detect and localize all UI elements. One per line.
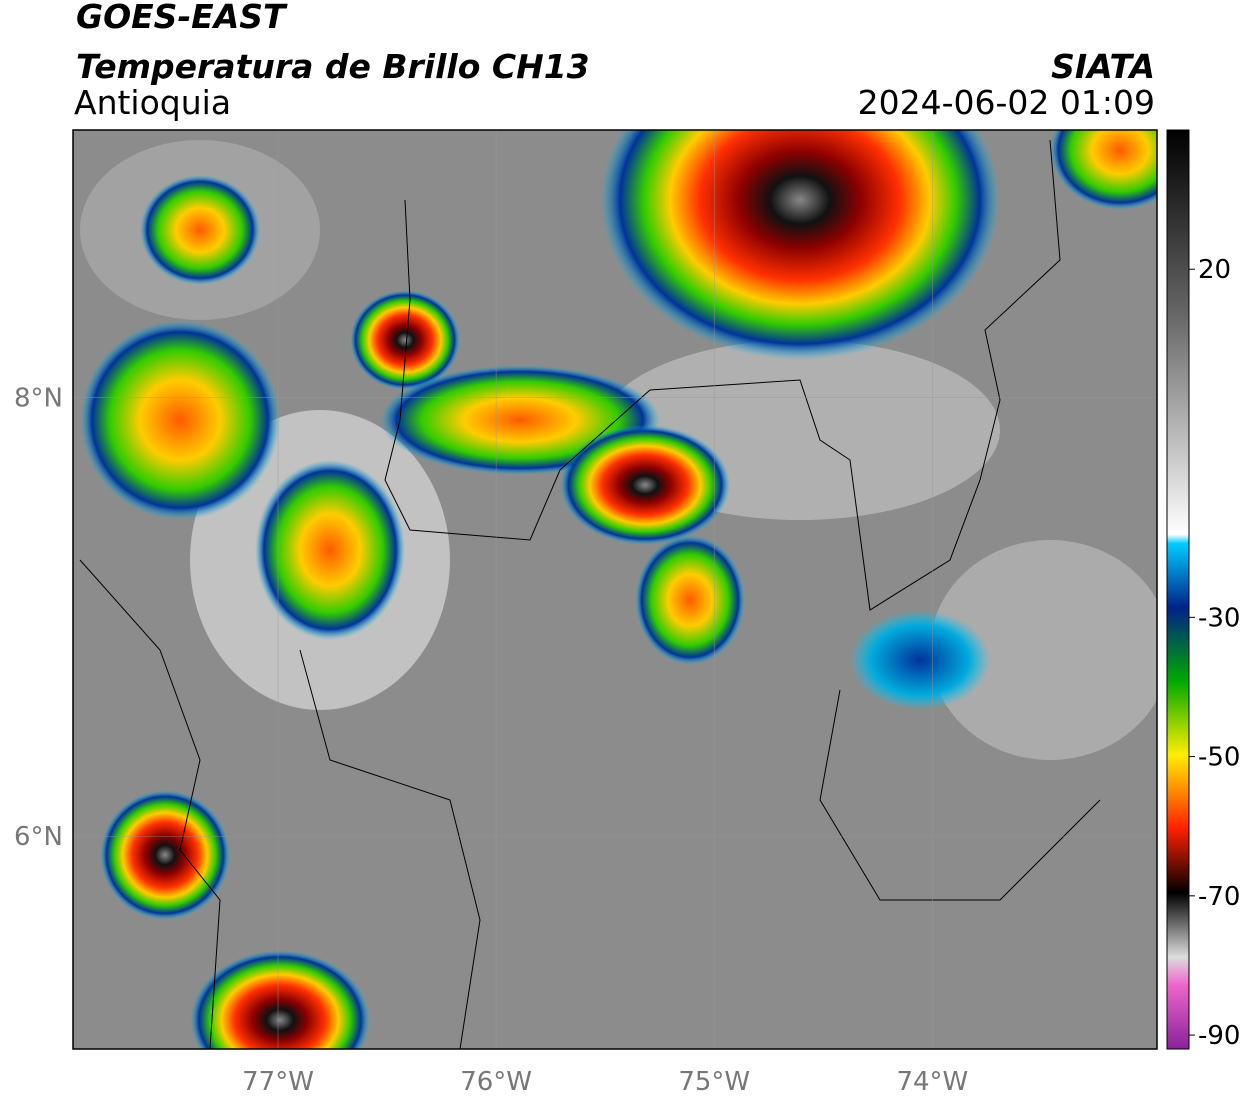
source: SIATA [1051, 47, 1155, 86]
storm [140, 175, 260, 285]
x-tick-label: 74°W [896, 1067, 968, 1097]
x-tick-label: 76°W [460, 1067, 532, 1097]
storm [560, 425, 730, 545]
storm [850, 610, 990, 710]
colorbar [1166, 129, 1190, 1050]
cloud [930, 540, 1157, 760]
satellite-image [73, 130, 1157, 1049]
y-tick-label: 8°N [14, 384, 63, 414]
y-tick-label: 6°N [14, 822, 63, 852]
storm [350, 290, 460, 390]
colorbar-tick-label: -50 [1198, 743, 1240, 773]
storm [255, 460, 405, 640]
colorbar-tick-label: -90 [1198, 1021, 1240, 1051]
storm [600, 130, 1000, 360]
colorbar-tick-label: -70 [1198, 882, 1240, 912]
region: Antioquia [74, 83, 231, 122]
title: GOES-EAST [76, 0, 288, 36]
storm [190, 950, 370, 1049]
storm [1050, 130, 1157, 210]
storm [100, 790, 230, 920]
boundary [384, 139, 1061, 611]
storm [635, 535, 745, 665]
x-tick-label: 77°W [242, 1067, 314, 1097]
colorbar-tick-label: 20 [1198, 255, 1231, 285]
grid [73, 130, 1157, 1049]
map-frame [72, 129, 1158, 1050]
datetime: 2024-06-02 01:09 [858, 83, 1155, 122]
boundary [79, 559, 1101, 1049]
storm [80, 320, 280, 520]
x-tick-label: 75°W [678, 1067, 750, 1097]
colorbar-tick-label: -30 [1198, 603, 1240, 633]
subtitle: Temperatura de Brillo CH13 [76, 47, 590, 86]
